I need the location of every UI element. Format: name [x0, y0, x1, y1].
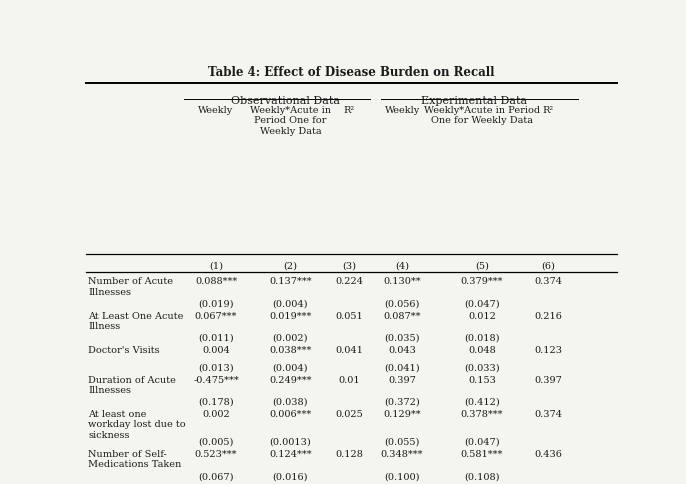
Text: R²: R² [543, 106, 554, 115]
Text: 0.041: 0.041 [335, 346, 363, 355]
Text: (5): (5) [475, 261, 488, 270]
Text: Experimental Data: Experimental Data [421, 96, 527, 106]
Text: Weekly: Weekly [198, 106, 234, 115]
Text: 0.130**: 0.130** [383, 277, 421, 286]
Text: 0.436: 0.436 [534, 450, 563, 459]
Text: (0.018): (0.018) [464, 334, 499, 343]
Text: Number of Acute
Illnesses: Number of Acute Illnesses [88, 277, 174, 297]
Text: (0.033): (0.033) [464, 363, 499, 373]
Text: (0.019): (0.019) [198, 300, 234, 309]
Text: 0.379***: 0.379*** [460, 277, 503, 286]
Text: 0.124***: 0.124*** [269, 450, 311, 459]
Text: At Least One Acute
Illness: At Least One Acute Illness [88, 312, 184, 331]
Text: Weekly*Acute in Period
One for Weekly Data: Weekly*Acute in Period One for Weekly Da… [424, 106, 540, 125]
Text: 0.123: 0.123 [534, 346, 563, 355]
Text: 0.397: 0.397 [388, 376, 416, 385]
Text: (0.047): (0.047) [464, 300, 499, 309]
Text: (0.002): (0.002) [273, 334, 308, 343]
Text: 0.378***: 0.378*** [460, 410, 503, 419]
Text: (2): (2) [283, 261, 298, 270]
Text: (0.178): (0.178) [198, 398, 234, 407]
Text: 0.025: 0.025 [335, 410, 363, 419]
Text: (0.041): (0.041) [384, 363, 420, 373]
Text: (0.067): (0.067) [198, 472, 234, 481]
Text: (0.011): (0.011) [198, 334, 234, 343]
Text: 0.002: 0.002 [202, 410, 230, 419]
Text: (4): (4) [395, 261, 409, 270]
Text: 0.128: 0.128 [335, 450, 363, 459]
Text: (0.005): (0.005) [198, 438, 234, 447]
Text: 0.012: 0.012 [468, 312, 496, 320]
Text: 0.397: 0.397 [534, 376, 563, 385]
Text: (0.013): (0.013) [198, 363, 234, 373]
Text: (0.047): (0.047) [464, 438, 499, 447]
Text: 0.019***: 0.019*** [269, 312, 311, 320]
Text: 0.216: 0.216 [534, 312, 563, 320]
Text: 0.004: 0.004 [202, 346, 230, 355]
Text: 0.01: 0.01 [338, 376, 359, 385]
Text: 0.348***: 0.348*** [381, 450, 423, 459]
Text: 0.129**: 0.129** [383, 410, 421, 419]
Text: (0.004): (0.004) [273, 300, 308, 309]
Text: (0.412): (0.412) [464, 398, 499, 407]
Text: (6): (6) [541, 261, 555, 270]
Text: 0.006***: 0.006*** [270, 410, 311, 419]
Text: 0.038***: 0.038*** [269, 346, 311, 355]
Text: Table 4: Effect of Disease Burden on Recall: Table 4: Effect of Disease Burden on Rec… [209, 65, 495, 78]
Text: 0.249***: 0.249*** [269, 376, 311, 385]
Text: 0.374: 0.374 [534, 410, 563, 419]
Text: (0.0013): (0.0013) [270, 438, 311, 447]
Text: -0.475***: -0.475*** [193, 376, 239, 385]
Text: 0.581***: 0.581*** [460, 450, 503, 459]
Text: (0.055): (0.055) [384, 438, 420, 447]
Text: 0.088***: 0.088*** [195, 277, 237, 286]
Text: (0.004): (0.004) [273, 363, 308, 373]
Text: (3): (3) [342, 261, 356, 270]
Text: 0.224: 0.224 [335, 277, 363, 286]
Text: 0.523***: 0.523*** [195, 450, 237, 459]
Text: 0.137***: 0.137*** [269, 277, 311, 286]
Text: 0.043: 0.043 [388, 346, 416, 355]
Text: 0.374: 0.374 [534, 277, 563, 286]
Text: (0.035): (0.035) [384, 334, 420, 343]
Text: (1): (1) [209, 261, 223, 270]
Text: 0.087**: 0.087** [383, 312, 421, 320]
Text: 0.153: 0.153 [468, 376, 496, 385]
Text: Weekly: Weekly [384, 106, 420, 115]
Text: (0.056): (0.056) [384, 300, 420, 309]
Text: 0.051: 0.051 [335, 312, 363, 320]
Text: Duration of Acute
Illnesses: Duration of Acute Illnesses [88, 376, 176, 395]
Text: 0.048: 0.048 [468, 346, 496, 355]
Text: Number of Self-
Medications Taken: Number of Self- Medications Taken [88, 450, 182, 469]
Text: (0.016): (0.016) [273, 472, 308, 481]
Text: Observational Data: Observational Data [230, 96, 340, 106]
Text: 0.067***: 0.067*** [195, 312, 237, 320]
Text: (0.100): (0.100) [384, 472, 420, 481]
Text: (0.372): (0.372) [384, 398, 420, 407]
Text: Weekly*Acute in
Period One for
Weekly Data: Weekly*Acute in Period One for Weekly Da… [250, 106, 331, 136]
Text: (0.038): (0.038) [273, 398, 308, 407]
Text: At least one
workday lost due to
sickness: At least one workday lost due to sicknes… [88, 410, 186, 439]
Text: R²: R² [344, 106, 355, 115]
Text: (0.108): (0.108) [464, 472, 499, 481]
Text: Doctor's Visits: Doctor's Visits [88, 346, 160, 355]
